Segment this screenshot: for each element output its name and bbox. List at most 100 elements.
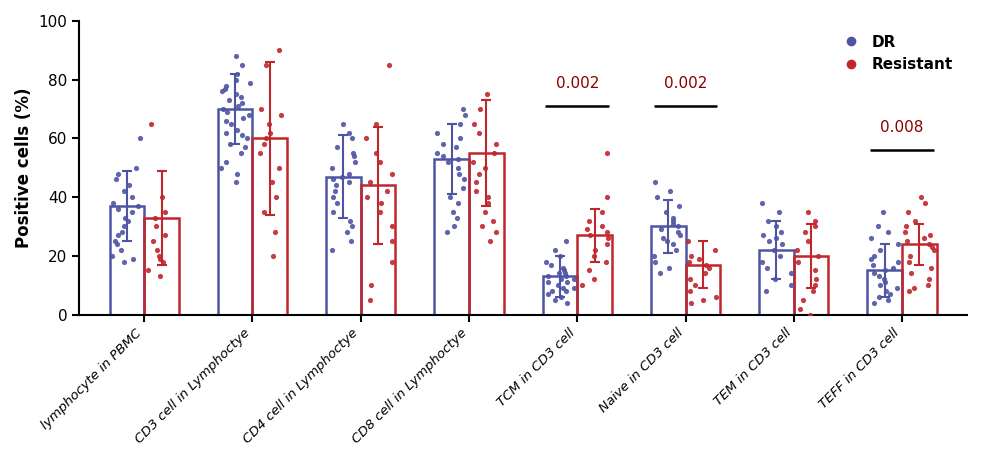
Point xyxy=(551,282,567,289)
Point xyxy=(586,252,602,260)
Point xyxy=(906,217,922,225)
Point xyxy=(325,208,341,215)
Point xyxy=(117,214,133,221)
Point xyxy=(343,237,358,245)
Point xyxy=(126,255,141,262)
Point xyxy=(230,70,246,77)
Point xyxy=(922,231,938,239)
Point xyxy=(222,141,238,148)
Point xyxy=(456,184,471,192)
Point xyxy=(670,223,685,230)
Point xyxy=(579,226,595,233)
Bar xyxy=(144,218,179,314)
Point xyxy=(586,276,602,283)
Point xyxy=(435,152,451,160)
Point xyxy=(917,199,933,207)
Point xyxy=(258,135,274,142)
Point xyxy=(218,82,234,89)
Point xyxy=(900,237,915,245)
Bar xyxy=(577,235,612,314)
Point xyxy=(559,299,574,307)
Point xyxy=(148,246,164,254)
Point xyxy=(363,282,379,289)
Point xyxy=(471,170,487,177)
Point xyxy=(234,100,249,107)
Bar xyxy=(469,153,504,314)
Point xyxy=(658,208,674,215)
Point xyxy=(567,284,582,292)
Point xyxy=(923,264,939,271)
Point xyxy=(921,240,937,248)
Point xyxy=(271,47,287,54)
Point xyxy=(863,235,879,242)
Point xyxy=(480,194,496,201)
Point xyxy=(805,287,821,295)
Point xyxy=(450,164,465,171)
Point xyxy=(599,194,615,201)
Point xyxy=(544,287,560,295)
Point xyxy=(450,155,465,163)
Point xyxy=(482,237,498,245)
Point xyxy=(540,278,556,286)
Bar xyxy=(793,256,829,314)
Point xyxy=(870,223,886,230)
Point xyxy=(152,255,168,262)
Point xyxy=(471,129,487,136)
Point xyxy=(110,231,126,239)
Point xyxy=(143,120,159,127)
Point xyxy=(866,270,882,277)
Point xyxy=(768,223,784,230)
Point xyxy=(133,135,148,142)
Point xyxy=(671,202,686,210)
Point xyxy=(808,276,824,283)
Point xyxy=(472,106,488,113)
Point xyxy=(236,114,251,122)
Point xyxy=(876,208,892,215)
Point xyxy=(381,61,397,69)
Point xyxy=(124,194,139,201)
Point xyxy=(920,282,936,289)
Point xyxy=(646,252,662,260)
Bar xyxy=(360,185,396,314)
Point xyxy=(341,179,356,186)
Point xyxy=(324,164,340,171)
Point xyxy=(328,188,344,195)
Point xyxy=(695,296,711,303)
Point xyxy=(368,149,384,157)
Point xyxy=(666,214,682,221)
Bar xyxy=(543,276,577,314)
Point xyxy=(155,258,171,266)
Point xyxy=(151,252,167,260)
Point xyxy=(882,290,898,298)
Point xyxy=(557,270,573,277)
Point xyxy=(447,223,463,230)
Bar xyxy=(759,250,793,314)
Point xyxy=(891,240,906,248)
Bar xyxy=(326,177,360,314)
Point xyxy=(802,311,818,318)
Point xyxy=(233,94,248,101)
Point xyxy=(567,276,582,283)
Point xyxy=(594,223,610,230)
Legend: DR, Resistant: DR, Resistant xyxy=(829,29,959,78)
Point xyxy=(486,149,502,157)
Point xyxy=(467,188,483,195)
Point xyxy=(789,246,804,254)
Point xyxy=(329,143,345,151)
Point xyxy=(668,246,683,254)
Point xyxy=(599,240,615,248)
Point xyxy=(902,270,918,277)
Point xyxy=(891,258,906,266)
Point xyxy=(488,229,504,236)
Point xyxy=(898,229,913,236)
Point xyxy=(109,240,125,248)
Point xyxy=(682,287,698,295)
Point xyxy=(261,129,277,136)
Point xyxy=(217,85,233,92)
Point xyxy=(379,188,395,195)
Point xyxy=(372,208,388,215)
Point xyxy=(358,135,374,142)
Point xyxy=(581,267,597,274)
Point xyxy=(442,194,458,201)
Point xyxy=(552,270,568,277)
